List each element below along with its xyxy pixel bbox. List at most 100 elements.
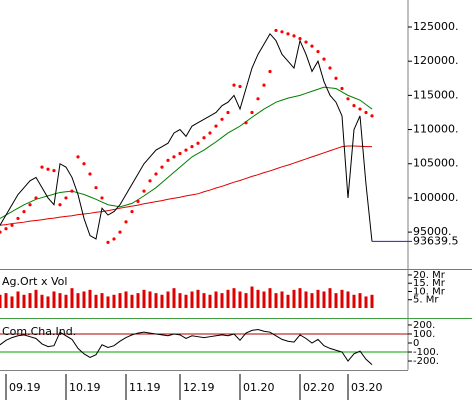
y-tick-label: 95000. xyxy=(413,225,452,238)
sar-dot xyxy=(226,110,230,115)
sar-dot xyxy=(202,136,206,140)
y-tick-label: 200. xyxy=(413,320,435,331)
sar-dot xyxy=(286,32,290,36)
sar-dot xyxy=(334,76,338,80)
sar-dot xyxy=(304,40,308,44)
volume-bar xyxy=(106,296,110,308)
sar-dot xyxy=(310,44,314,48)
sar-dot xyxy=(0,230,2,234)
volume-bar xyxy=(28,293,32,308)
volume-bar xyxy=(316,289,320,308)
sar-dot xyxy=(238,84,242,89)
sar-dot xyxy=(166,158,170,162)
volume-bar xyxy=(298,288,302,308)
sar-dot xyxy=(154,172,158,176)
volume-bar xyxy=(70,288,74,308)
sar-dot xyxy=(244,121,248,125)
sar-dot xyxy=(112,237,116,241)
sar-dot xyxy=(358,107,362,111)
volume-bar xyxy=(334,293,338,308)
y-tick-label: 15. Mr xyxy=(413,278,446,289)
volume-bar xyxy=(172,288,176,308)
y-tick-label: 100. xyxy=(413,329,435,340)
y-tick-label: 10. Mr xyxy=(413,286,446,297)
volume-bar xyxy=(220,293,224,308)
sar-dot xyxy=(262,83,266,87)
series-line xyxy=(0,86,373,219)
volume-bar xyxy=(244,293,248,308)
y-tick-label: 105000. xyxy=(413,157,459,170)
sar-dot xyxy=(184,148,188,152)
volume-bar xyxy=(94,294,98,308)
y-tick-label: 20. Mr xyxy=(413,270,446,281)
sar-dot xyxy=(256,97,260,101)
volume-bar xyxy=(64,294,68,308)
sar-dot xyxy=(22,209,26,214)
volume-bar xyxy=(154,293,158,308)
sar-dot xyxy=(328,66,332,70)
volume-bar xyxy=(34,289,38,308)
volume-bar xyxy=(274,293,278,308)
sar-dot xyxy=(16,216,20,221)
panel-label: Ag.Ort x Vol xyxy=(2,275,67,288)
volume-bar xyxy=(160,294,164,308)
sar-dot xyxy=(268,69,272,74)
sar-dot xyxy=(214,124,218,128)
sar-dot xyxy=(178,151,182,156)
last-price-label: 93639.5 xyxy=(413,234,459,247)
volume-bar xyxy=(100,293,104,308)
sar-dot xyxy=(346,97,350,101)
y-tick-label: 100000. xyxy=(413,191,459,204)
volume-bar xyxy=(202,293,206,308)
sar-dot xyxy=(352,104,356,108)
volume-bar xyxy=(328,288,332,308)
volume-bar xyxy=(292,289,296,308)
y-tick-label: 115000. xyxy=(413,88,459,101)
volume-bar xyxy=(0,294,2,308)
volume-bar xyxy=(166,291,170,308)
sar-dot xyxy=(364,110,368,115)
y-tick-label: 110000. xyxy=(413,123,459,136)
sar-dot xyxy=(160,165,164,169)
volume-bar xyxy=(76,293,80,308)
series-line xyxy=(0,328,373,366)
y-tick-label: -200. xyxy=(413,356,439,367)
sar-dot xyxy=(34,196,38,200)
sar-dot xyxy=(28,203,32,207)
volume-bar xyxy=(52,291,56,308)
sar-dot xyxy=(136,199,140,203)
sar-dot xyxy=(100,196,104,200)
sar-dot xyxy=(124,220,128,224)
volume-bar xyxy=(16,291,20,308)
series-line xyxy=(0,145,372,226)
series-line xyxy=(0,32,373,242)
x-tick-label: 11.19 xyxy=(129,381,161,394)
volume-bar xyxy=(286,294,290,308)
volume-bar xyxy=(142,289,146,308)
volume-bar xyxy=(256,289,260,308)
volume-bar xyxy=(364,296,368,308)
volume-bar xyxy=(352,294,356,308)
volume-bar xyxy=(10,296,14,308)
sar-dot xyxy=(46,167,50,171)
sar-dot xyxy=(118,230,122,234)
y-tick-label: 125000. xyxy=(413,20,459,33)
sar-dot xyxy=(190,145,194,149)
sar-dot xyxy=(172,155,176,159)
volume-bar xyxy=(124,291,128,308)
x-tick-label: 10.19 xyxy=(69,381,101,394)
volume-bar xyxy=(112,294,116,308)
volume-bar xyxy=(268,288,272,308)
volume-bar xyxy=(238,291,242,308)
volume-bar xyxy=(322,291,326,308)
sar-dot xyxy=(208,131,212,135)
volume-bar xyxy=(280,291,284,308)
volume-bar xyxy=(118,293,122,308)
volume-bar xyxy=(208,294,212,308)
sar-dot xyxy=(76,155,80,159)
sar-dot xyxy=(280,30,284,34)
sar-dot xyxy=(250,110,254,115)
volume-bar xyxy=(82,291,86,308)
